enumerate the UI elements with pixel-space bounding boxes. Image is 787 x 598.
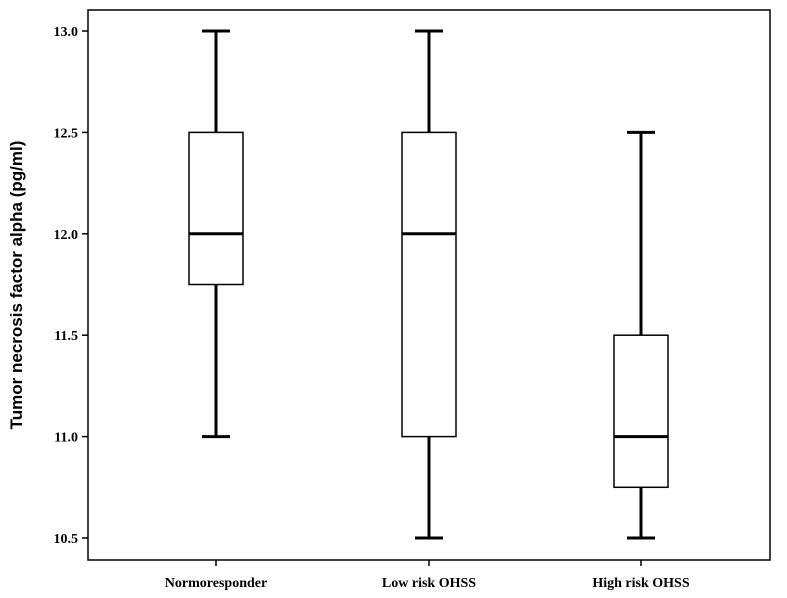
box-low-risk-ohss bbox=[401, 29, 457, 540]
y-tick-label: 12.5 bbox=[54, 126, 79, 141]
x-axis: Normoresponder Low risk OHSS High risk OHS… bbox=[165, 560, 690, 591]
box-normoresponder bbox=[188, 29, 244, 439]
interquartile-box bbox=[188, 131, 244, 286]
y-tick-label: 11.5 bbox=[54, 329, 78, 344]
y-axis: 10.5 11.0 11.5 12.0 12.5 13.0 bbox=[54, 25, 88, 547]
box-series bbox=[188, 29, 669, 540]
y-axis-label: Tumor necrosis factor alpha (pg/ml) bbox=[7, 141, 26, 430]
x-tick-label: Normoresponder bbox=[165, 576, 267, 591]
x-tick-label: High risk OHSS bbox=[592, 576, 689, 591]
x-tick-label: Low risk OHSS bbox=[382, 576, 476, 591]
y-tick-label: 11.0 bbox=[54, 431, 78, 446]
y-tick-label: 10.5 bbox=[54, 532, 79, 547]
interquartile-box bbox=[401, 131, 457, 438]
box-high-risk-ohss bbox=[613, 130, 669, 540]
interquartile-box bbox=[613, 334, 669, 489]
y-tick-label: 12.0 bbox=[54, 228, 79, 243]
y-tick-label: 13.0 bbox=[54, 25, 79, 40]
